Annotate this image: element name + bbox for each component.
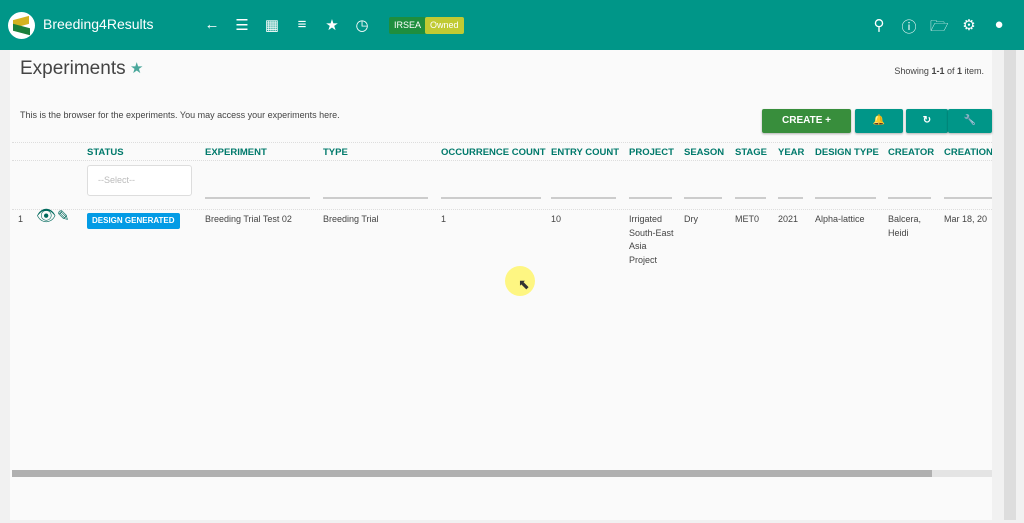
creator-filter-input[interactable] xyxy=(888,197,931,199)
mouse-cursor-highlight: ⬉ xyxy=(505,266,535,296)
creator-cell: Balcera, Heidi xyxy=(888,214,922,238)
stage-filter-input[interactable] xyxy=(735,197,766,199)
filter-icon[interactable]: ≡ xyxy=(297,16,307,33)
year-cell: 2021 xyxy=(778,214,799,224)
top-app-bar: Breeding4Results ← ☰ ▦ ≡ ★ ◷ IRSEA Owned… xyxy=(0,0,1024,50)
entry-count-cell: 10 xyxy=(551,214,562,224)
page-title: Experiments xyxy=(20,58,126,79)
scrollbar-thumb[interactable] xyxy=(12,470,932,477)
creation-filter-input[interactable] xyxy=(944,197,992,199)
column-header-experiment[interactable]: EXPERIMENT xyxy=(205,147,267,158)
column-header-year[interactable]: YEAR xyxy=(778,147,805,158)
cursor-arrow-icon: ⬉ xyxy=(518,276,530,292)
history-icon[interactable]: ◷ xyxy=(355,17,369,34)
folder-icon[interactable]: 🗁 xyxy=(930,18,949,35)
settings-icon[interactable]: ⚙ xyxy=(962,17,976,34)
dashboard-icon[interactable]: ▦ xyxy=(264,17,280,34)
app-logo[interactable] xyxy=(8,12,35,39)
notifications-button[interactable]: 🔔 xyxy=(855,109,903,133)
column-header-project[interactable]: PROJECT xyxy=(629,147,674,158)
edit-pencil-icon[interactable]: ✎ xyxy=(57,208,70,225)
column-header-creator[interactable]: CREATOR xyxy=(888,147,935,158)
arrow-back-icon[interactable]: ← xyxy=(204,16,220,33)
help-icon[interactable]: ⓘ xyxy=(901,19,917,36)
column-header-stage[interactable]: STAGE xyxy=(735,147,768,158)
row-number: 1 xyxy=(18,214,24,224)
horizontal-scrollbar[interactable] xyxy=(12,470,992,477)
status-badge: DESIGN GENERATED xyxy=(87,213,180,229)
status-filter-select[interactable]: --Select-- xyxy=(87,165,192,196)
occurrence-count-filter-input[interactable] xyxy=(441,197,541,199)
column-header-season[interactable]: SEASON xyxy=(684,147,725,158)
project-filter-input[interactable] xyxy=(629,197,672,199)
program-badge[interactable]: IRSEA xyxy=(389,17,427,34)
column-header-design-type[interactable]: DESIGN TYPE xyxy=(815,147,879,158)
page-description: This is the browser for the experiments.… xyxy=(20,110,340,120)
column-header-entry-count[interactable]: ENTRY COUNT xyxy=(551,147,620,158)
brand-name[interactable]: Breeding4Results xyxy=(43,16,154,32)
column-header-occurrence-count[interactable]: OCCURRENCE COUNT xyxy=(441,147,546,158)
owned-badge[interactable]: Owned xyxy=(425,17,464,34)
column-header-status[interactable]: STATUS xyxy=(87,147,124,158)
view-eye-icon[interactable]: 👁 xyxy=(36,208,57,225)
project-cell: Irrigated South-East Asia Project xyxy=(629,214,674,265)
refresh-button[interactable]: ↻ xyxy=(906,109,948,133)
experiment-filter-input[interactable] xyxy=(205,197,310,199)
create-button[interactable]: CREATE + xyxy=(762,109,851,133)
column-header-type[interactable]: TYPE xyxy=(323,147,348,158)
type-cell: Breeding Trial xyxy=(323,214,379,224)
design-type-cell: Alpha-lattice xyxy=(815,214,865,224)
occurrence-count-cell: 1 xyxy=(441,214,447,224)
entry-count-filter-input[interactable] xyxy=(551,197,616,199)
menu-icon[interactable]: ☰ xyxy=(235,17,249,34)
search-icon[interactable]: ⚲ xyxy=(873,17,885,34)
favorite-star-icon[interactable]: ★ xyxy=(130,60,144,77)
season-filter-input[interactable] xyxy=(684,197,722,199)
season-cell: Dry xyxy=(684,214,698,224)
main-content: Experiments ★ Showing 1-1 of 1 item. Thi… xyxy=(10,50,992,520)
vertical-scrollbar[interactable] xyxy=(1004,50,1016,520)
type-filter-input[interactable] xyxy=(323,197,428,199)
creation-cell: Mar 18, 20 xyxy=(944,214,988,224)
year-filter-input[interactable] xyxy=(778,197,803,199)
stage-cell: MET0 xyxy=(735,214,760,224)
design-type-filter-input[interactable] xyxy=(815,197,876,199)
experiment-cell[interactable]: Breeding Trial Test 02 xyxy=(205,214,292,224)
summary-text: Showing 1-1 of 1 item. xyxy=(894,66,984,76)
tools-button[interactable]: 🔧 xyxy=(948,109,992,133)
account-icon[interactable]: ● xyxy=(994,16,1004,33)
column-header-creation[interactable]: CREATION xyxy=(944,147,992,158)
star-icon[interactable]: ★ xyxy=(325,17,339,34)
